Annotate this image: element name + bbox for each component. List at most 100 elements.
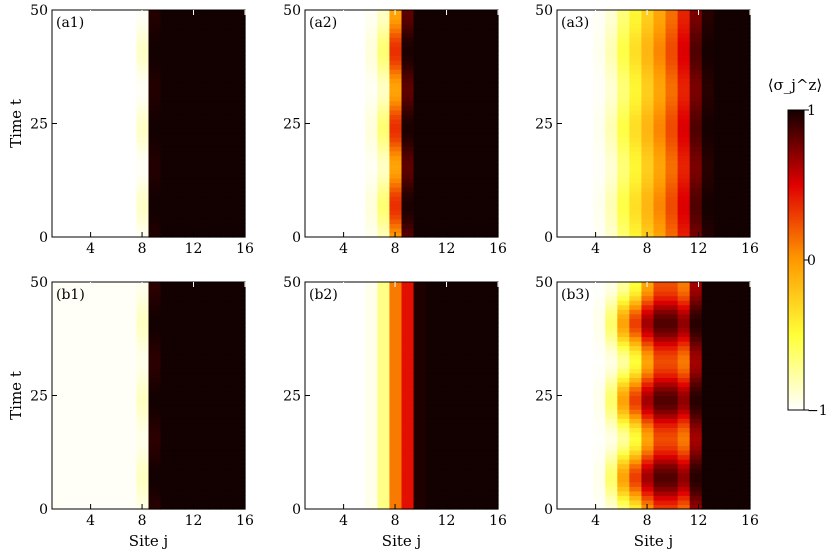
heatmap-cell [629, 32, 643, 38]
heatmap-cell [172, 499, 186, 506]
heatmap-cell [52, 381, 65, 388]
heatmap-cell [377, 23, 391, 29]
heatmap-cell [425, 28, 439, 34]
heatmap-cell [317, 331, 330, 338]
heatmap-cell [617, 232, 630, 238]
heatmap-cell [401, 381, 415, 388]
heatmap-cell [689, 368, 703, 374]
heatmap-cell [76, 454, 89, 460]
heatmap-cell [677, 14, 691, 20]
heatmap-cell [148, 155, 162, 161]
heatmap-cell [232, 146, 246, 152]
heatmap-cell [689, 100, 703, 106]
heatmap-cell [449, 41, 463, 47]
heatmap-cell [665, 291, 679, 297]
heatmap-cell [389, 50, 403, 56]
heatmap-cell [208, 459, 222, 465]
x-tick-label: 4 [591, 241, 600, 257]
heatmap-cell [184, 78, 198, 84]
heatmap-cell [196, 218, 210, 224]
heatmap-cell [389, 427, 403, 433]
heatmap-cell [365, 137, 378, 143]
heatmap-cell [317, 368, 330, 374]
heatmap-cell [341, 377, 354, 383]
heatmap-cell [401, 73, 415, 79]
heatmap-cell [557, 477, 570, 483]
heatmap-cell [112, 227, 125, 234]
heatmap-cell [665, 400, 679, 406]
heatmap-cell [569, 300, 582, 306]
heatmap-cell [64, 322, 77, 328]
heatmap-cell [617, 327, 630, 333]
heatmap-cell [52, 286, 65, 292]
heatmap-cell [665, 150, 679, 156]
heatmap-cell [437, 155, 451, 161]
heatmap-cell [425, 168, 439, 175]
heatmap-cells [557, 282, 751, 510]
heatmap-cell [160, 55, 174, 61]
heatmap-cell [196, 128, 210, 134]
heatmap-cell [689, 409, 703, 415]
heatmap-cell [317, 73, 330, 79]
heatmap-cell [629, 291, 643, 297]
heatmap-cell [581, 413, 594, 419]
heatmap-cell [353, 431, 366, 437]
heatmap-cell [689, 295, 703, 301]
heatmap-cell [196, 164, 210, 170]
heatmap-cell [437, 177, 451, 184]
heatmap-cell [593, 78, 606, 84]
heatmap-cell [232, 141, 246, 147]
heatmap-cell [461, 422, 475, 428]
heatmap-cell [220, 100, 234, 106]
heatmap-cell [341, 313, 354, 319]
heatmap-cell [677, 440, 691, 447]
heatmap-cell [305, 413, 318, 419]
heatmap-cell [485, 322, 499, 328]
heatmap-cell [581, 468, 594, 474]
heatmap-cell [425, 214, 439, 220]
heatmap-cell [701, 282, 715, 288]
heatmap-cell [184, 504, 198, 510]
heatmap-cell [485, 132, 499, 138]
heatmap-cell [305, 164, 318, 170]
heatmap-cell [341, 486, 354, 492]
heatmap-cell [208, 182, 222, 188]
heatmap-cell [641, 286, 655, 292]
heatmap-cell [737, 291, 751, 297]
heatmap-cell [136, 499, 150, 506]
heatmap-cell [208, 327, 222, 333]
heatmap-cell [341, 182, 354, 188]
heatmap-cell [64, 132, 77, 138]
heatmap-cell [425, 114, 439, 120]
heatmap-cell [737, 114, 751, 120]
heatmap-cell [160, 150, 174, 156]
heatmap-cell [581, 341, 594, 347]
heatmap-cell [124, 28, 138, 34]
heatmap-cell [112, 10, 125, 16]
x-tick-label: 4 [339, 513, 348, 529]
heatmap-cell [52, 345, 65, 351]
heatmap-cell [76, 191, 89, 197]
heatmap-cell [725, 359, 739, 365]
heatmap-cell [148, 150, 162, 156]
heatmap-cell [617, 177, 630, 184]
heatmap-cell [449, 14, 463, 20]
heatmap-cell [148, 295, 162, 301]
heatmap-cell [581, 64, 594, 70]
x-axis-label: Site j [634, 532, 673, 550]
heatmap-cell [112, 209, 125, 215]
heatmap-cell [112, 100, 125, 106]
heatmap-cell [593, 427, 606, 433]
heatmap-cell [461, 96, 475, 102]
heatmap-cell [196, 309, 210, 315]
heatmap-cell [629, 155, 643, 161]
heatmap-cell [401, 37, 415, 43]
heatmap-cell [581, 409, 594, 415]
heatmap-cell [557, 295, 570, 301]
heatmap-cell [725, 19, 739, 25]
heatmap-cell [389, 445, 403, 451]
heatmap-cell [617, 105, 630, 111]
heatmap-cell [220, 322, 234, 328]
heatmap-cell [124, 422, 138, 428]
heatmap-cell [389, 205, 403, 211]
